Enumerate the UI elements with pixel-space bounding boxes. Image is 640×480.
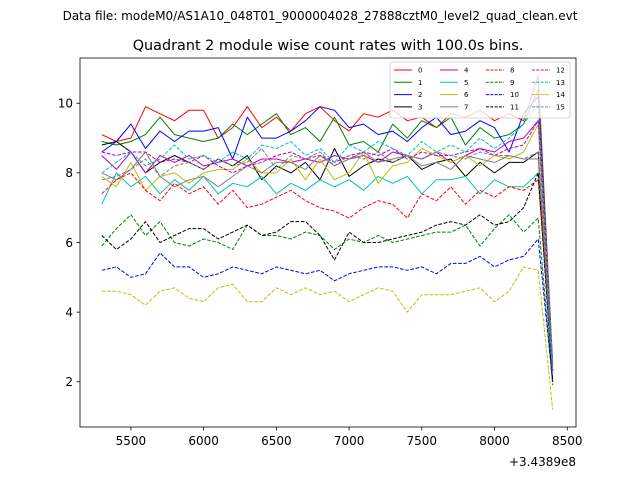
x-tick-label: 8000 [479, 434, 510, 448]
series-line-14 [101, 266, 554, 410]
legend-label-2: 2 [418, 91, 422, 99]
series-line-2 [101, 95, 554, 372]
x-tick-label: 6500 [261, 434, 292, 448]
x-tick-label: 6000 [188, 434, 219, 448]
series-line-1 [101, 88, 554, 368]
series-line-15 [101, 148, 554, 375]
series-line-11 [101, 172, 554, 382]
y-tick-label: 6 [65, 236, 73, 250]
y-tick-label: 2 [65, 375, 73, 389]
legend-label-13: 13 [556, 79, 565, 87]
series-line-13 [101, 102, 554, 365]
series-line-5 [101, 172, 554, 382]
figure-suptitle: Data file: modeM0/AS1A10_048T01_90000040… [63, 9, 578, 23]
legend-label-6: 6 [464, 91, 469, 99]
legend-label-9: 9 [510, 79, 514, 87]
legend-label-4: 4 [464, 67, 469, 75]
x-offset-label: +3.4389e8 [509, 455, 576, 469]
series-line-8 [101, 172, 554, 361]
y-tick-label: 8 [65, 166, 73, 180]
legend-label-12: 12 [556, 67, 565, 75]
chart-title: Quadrant 2 module wise count rates with … [133, 38, 524, 54]
x-tick-label: 8500 [552, 434, 583, 448]
legend-label-7: 7 [464, 103, 468, 111]
legend-label-15: 15 [556, 103, 565, 111]
series-line-9 [101, 214, 554, 386]
legend-label-11: 11 [510, 103, 519, 111]
plot-area [101, 74, 554, 410]
y-tick-label: 4 [65, 305, 73, 319]
legend-label-5: 5 [464, 79, 468, 87]
legend-box [389, 61, 571, 119]
legend-label-14: 14 [556, 91, 565, 99]
series-line-12 [101, 120, 554, 372]
legend-label-3: 3 [418, 103, 422, 111]
legend-label-8: 8 [510, 67, 514, 75]
legend-label-10: 10 [510, 91, 519, 99]
series-line-10 [101, 238, 554, 382]
x-tick-label: 7000 [334, 434, 365, 448]
x-tick-label: 5500 [116, 434, 147, 448]
legend-label-0: 0 [418, 67, 422, 75]
x-tick-label: 7500 [407, 434, 438, 448]
series-line-6 [101, 123, 554, 375]
legend-label-1: 1 [418, 79, 422, 87]
y-tick-label: 10 [58, 97, 73, 111]
